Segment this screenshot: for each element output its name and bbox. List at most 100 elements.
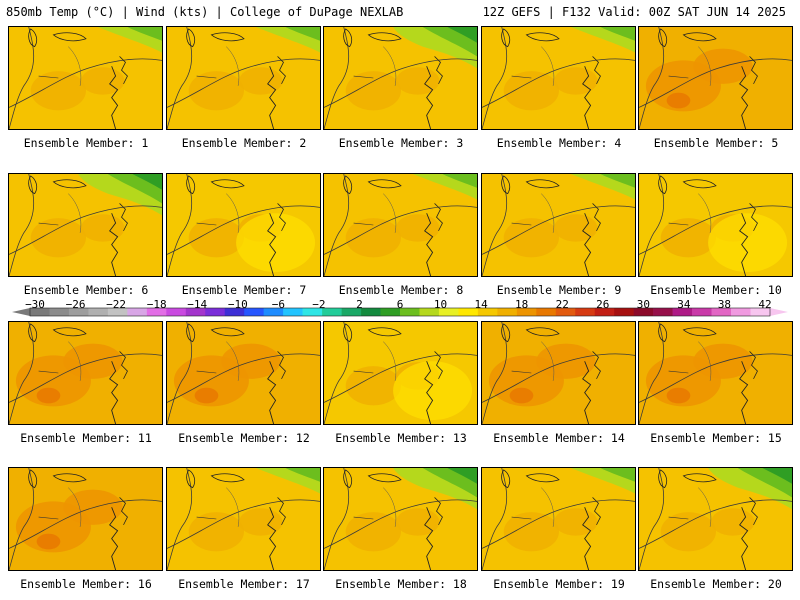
- color-legend-swatch: [400, 308, 420, 316]
- ensemble-member-map: [481, 467, 636, 571]
- color-legend-swatch: [497, 308, 518, 316]
- color-legend-swatch: [438, 308, 459, 316]
- color-legend-tick-label: −2: [312, 298, 326, 311]
- legend-arrow-right: [770, 308, 788, 316]
- temperature-field: [482, 27, 635, 129]
- color-legend-swatch: [575, 308, 596, 316]
- color-legend-tick-label: −18: [146, 298, 167, 311]
- ensemble-member-map: [323, 173, 478, 277]
- temperature-field: [9, 174, 162, 276]
- color-legend-swatch: [458, 308, 479, 316]
- color-legend-swatch: [633, 308, 654, 316]
- color-legend-swatch: [88, 308, 109, 316]
- color-legend-swatch: [146, 308, 167, 316]
- color-legend-swatch: [380, 308, 401, 316]
- color-legend-tick-label: 38: [717, 298, 732, 311]
- ensemble-member-label: Ensemble Member: 5: [653, 136, 779, 150]
- color-legend-tick-label: 34: [677, 298, 691, 311]
- ensemble-member-label: Ensemble Member: 9: [496, 283, 622, 297]
- ensemble-member-map: [481, 321, 636, 425]
- ensemble-member-map: [638, 26, 793, 130]
- temperature-field: [167, 27, 320, 129]
- ensemble-member-map: [166, 26, 321, 130]
- ensemble-member-map: [8, 321, 163, 425]
- color-legend-tick-label: −26: [65, 298, 86, 311]
- color-legend-swatch: [166, 308, 187, 316]
- temperature-field: [482, 468, 635, 570]
- color-legend-swatch: [224, 308, 245, 316]
- ensemble-member-map: [8, 467, 163, 571]
- ensemble-member-map: [8, 173, 163, 277]
- color-legend: [12, 307, 788, 317]
- ensemble-member-map: [166, 467, 321, 571]
- color-legend-tick-label: 6: [396, 298, 404, 311]
- color-legend-swatch: [477, 308, 498, 316]
- color-legend-swatch: [30, 308, 50, 316]
- color-legend-swatch: [205, 308, 226, 316]
- temperature-field: [9, 322, 162, 424]
- color-legend-tick-label: −30: [25, 298, 45, 311]
- ensemble-member-map: [323, 26, 478, 130]
- temperature-field: [167, 322, 320, 424]
- ensemble-member-map: [166, 321, 321, 425]
- ensemble-member-label: Ensemble Member: 11: [20, 431, 152, 445]
- ensemble-member-label: Ensemble Member: 19: [493, 577, 625, 591]
- temperature-field: [9, 468, 162, 570]
- color-legend-swatch: [536, 308, 557, 316]
- color-legend-swatch: [49, 308, 70, 316]
- temperature-field: [482, 322, 635, 424]
- color-legend-tick-label: −14: [187, 298, 208, 311]
- ensemble-member-map: [323, 467, 478, 571]
- ensemble-member-label: Ensemble Member: 16: [20, 577, 152, 591]
- ensemble-member-label: Ensemble Member: 2: [181, 136, 307, 150]
- legend-arrow-left: [12, 308, 30, 316]
- color-legend-tick-label: −10: [227, 298, 248, 311]
- ensemble-member-label: Ensemble Member: 4: [496, 136, 622, 150]
- color-legend-swatch: [341, 308, 362, 316]
- color-legend-tick-label: 2: [356, 298, 363, 311]
- ensemble-member-label: Ensemble Member: 13: [335, 431, 467, 445]
- color-legend-swatch: [68, 308, 89, 316]
- ensemble-member-label: Ensemble Member: 12: [178, 431, 310, 445]
- color-legend-swatch: [692, 308, 712, 316]
- ensemble-member-label: Ensemble Member: 3: [338, 136, 464, 150]
- temperature-field: [167, 174, 320, 276]
- color-legend-swatch: [614, 308, 634, 316]
- ensemble-member-label: Ensemble Member: 20: [650, 577, 782, 591]
- temperature-field: [9, 27, 162, 129]
- temperature-field: [482, 174, 635, 276]
- color-legend-tick-label: −22: [106, 298, 127, 311]
- color-legend-swatch: [185, 308, 206, 316]
- ensemble-member-map: [166, 173, 321, 277]
- color-legend-swatch: [127, 308, 148, 316]
- color-legend-swatch: [361, 308, 381, 316]
- color-legend-tick-label: 26: [596, 298, 610, 311]
- color-legend-swatch: [302, 308, 323, 316]
- color-legend-tick-label: −6: [271, 298, 285, 311]
- color-legend-swatch: [322, 308, 342, 316]
- ensemble-member-label: Ensemble Member: 18: [335, 577, 467, 591]
- color-legend-swatch: [594, 308, 615, 316]
- color-legend-swatch: [653, 308, 673, 316]
- color-legend-swatch: [711, 308, 732, 316]
- color-legend-swatch: [107, 308, 128, 316]
- ensemble-member-map: [323, 321, 478, 425]
- ensemble-member-map: [638, 467, 793, 571]
- ensemble-member-label: Ensemble Member: 1: [23, 136, 149, 150]
- run-valid-time: 12Z GEFS | F132 Valid: 00Z SAT JUN 14 20…: [482, 5, 786, 19]
- ensemble-member-map: [638, 173, 793, 277]
- temperature-field: [167, 468, 320, 570]
- color-legend-swatch: [516, 308, 537, 316]
- temperature-field: [639, 468, 792, 570]
- color-legend-swatch: [419, 308, 440, 316]
- color-legend-tick-label: 22: [555, 298, 569, 311]
- color-legend-tick-label: 18: [515, 298, 529, 311]
- temperature-field: [324, 468, 477, 570]
- ensemble-member-label: Ensemble Member: 17: [178, 577, 310, 591]
- ensemble-member-label: Ensemble Member: 15: [650, 431, 782, 445]
- temperature-field: [324, 322, 477, 424]
- color-legend-swatch: [283, 308, 303, 316]
- color-legend-swatch: [731, 308, 751, 316]
- color-legend-swatch: [555, 308, 576, 316]
- map-title: 850mb Temp (°C) | Wind (kts) | College o…: [6, 5, 404, 19]
